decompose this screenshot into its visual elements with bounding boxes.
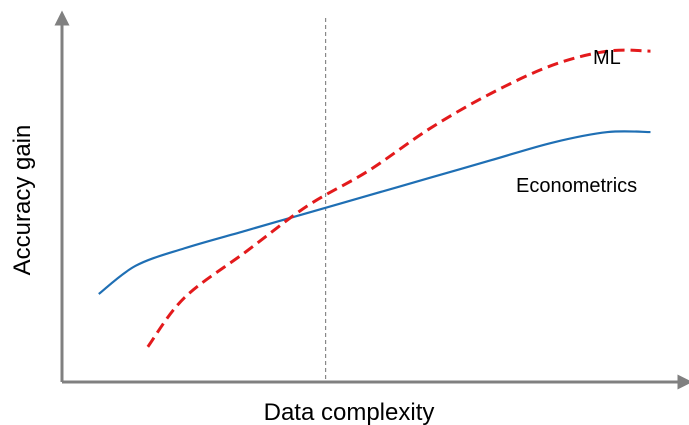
series-layer — [98, 48, 651, 348]
ml-series-line — [146, 48, 651, 348]
econometrics-series-line — [98, 130, 651, 295]
ml-series-label: ML — [593, 47, 621, 69]
x-axis-title: Data complexity — [264, 399, 435, 425]
axes — [54, 10, 689, 390]
econometrics-series-label: Econometrics — [516, 175, 637, 197]
y-axis-title: Accuracy gain — [9, 125, 36, 276]
